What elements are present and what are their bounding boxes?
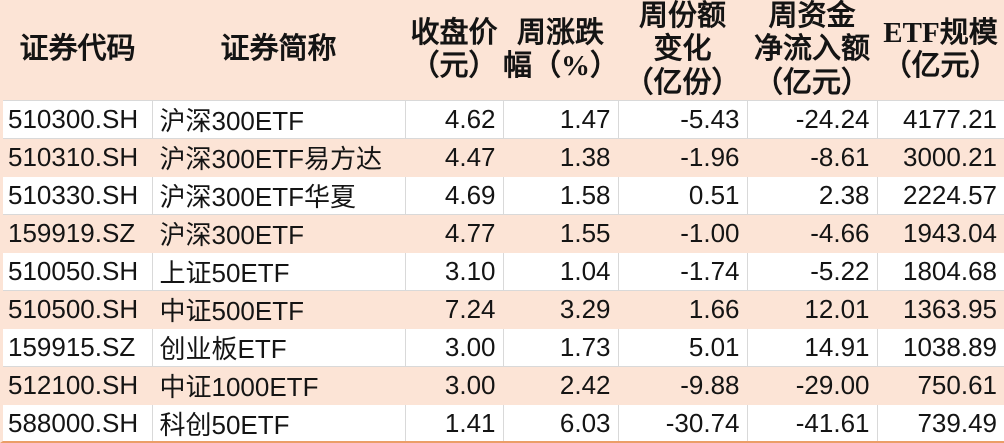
cell-etf-scale: 1038.89 (876, 328, 1004, 368)
cell-code: 510050.SH (3, 252, 153, 292)
cell-close-price: 4.69 (404, 176, 504, 216)
cell-share-change: -30.74 (617, 404, 748, 441)
cell-code: 510300.SH (3, 100, 153, 140)
table-row: 159915.SZ 创业板ETF 3.00 1.73 5.01 14.91 10… (3, 328, 1004, 368)
cell-net-inflow: 12.01 (746, 290, 878, 330)
cell-share-change: 1.66 (617, 290, 748, 330)
cell-code: 512100.SH (3, 366, 153, 406)
cell-close-price: 3.00 (404, 328, 504, 368)
column-header-share-change: 周份额 变化 （亿份） (618, 0, 747, 101)
cell-close-price: 7.24 (404, 290, 504, 330)
cell-code: 510310.SH (3, 138, 153, 178)
cell-name: 中证1000ETF (151, 366, 406, 406)
cell-etf-scale: 3000.21 (876, 138, 1004, 178)
cell-etf-scale: 750.61 (876, 366, 1004, 406)
table-body: 510300.SH 沪深300ETF 4.62 1.47 -5.43 -24.2… (3, 100, 1004, 441)
cell-code: 510500.SH (3, 290, 153, 330)
cell-name: 沪深300ETF (151, 100, 406, 140)
cell-net-inflow: -29.00 (746, 366, 878, 406)
cell-net-inflow: -8.61 (746, 138, 878, 178)
table-header: 证券代码 证券简称 收盘价 （元） 周涨跌 幅（%） 周份额 变化 （亿份） 周… (3, 0, 1004, 101)
cell-close-price: 3.00 (404, 366, 504, 406)
cell-weekly-change: 1.73 (502, 328, 619, 368)
cell-etf-scale: 2224.57 (876, 176, 1004, 216)
cell-close-price: 3.10 (404, 252, 504, 292)
cell-net-inflow: -24.24 (746, 100, 878, 140)
column-header-net-inflow: 周资金 净流入额 （亿元） (747, 0, 877, 101)
cell-code: 588000.SH (3, 404, 153, 441)
table-row: 510310.SH 沪深300ETF易方达 4.47 1.38 -1.96 -8… (3, 138, 1004, 178)
cell-net-inflow: -5.22 (746, 252, 878, 292)
cell-net-inflow: 2.38 (746, 176, 878, 216)
cell-weekly-change: 1.38 (502, 138, 619, 178)
column-header-etf-scale: ETF规模 （亿元） (877, 0, 1004, 101)
cell-name: 创业板ETF (151, 328, 406, 368)
cell-name: 中证500ETF (151, 290, 406, 330)
table-row: 510050.SH 上证50ETF 3.10 1.04 -1.74 -5.22 … (3, 252, 1004, 292)
etf-weekly-table: 证券代码 证券简称 收盘价 （元） 周涨跌 幅（%） 周份额 变化 （亿份） 周… (3, 0, 1004, 441)
cell-share-change: -1.74 (617, 252, 748, 292)
cell-share-change: -1.96 (617, 138, 748, 178)
cell-share-change: 5.01 (617, 328, 748, 368)
cell-code: 159915.SZ (3, 328, 153, 368)
cell-weekly-change: 1.04 (502, 252, 619, 292)
table-row: 588000.SH 科创50ETF 1.41 6.03 -30.74 -41.6… (3, 404, 1004, 441)
cell-share-change: -9.88 (617, 366, 748, 406)
cell-name: 科创50ETF (151, 404, 406, 441)
cell-weekly-change: 6.03 (502, 404, 619, 441)
cell-close-price: 1.41 (404, 404, 504, 441)
cell-weekly-change: 3.29 (502, 290, 619, 330)
cell-weekly-change: 1.58 (502, 176, 619, 216)
cell-code: 159919.SZ (3, 214, 153, 254)
table-row: 510500.SH 中证500ETF 7.24 3.29 1.66 12.01 … (3, 290, 1004, 330)
cell-share-change: 0.51 (617, 176, 748, 216)
cell-net-inflow: 14.91 (746, 328, 878, 368)
cell-etf-scale: 739.49 (876, 404, 1004, 441)
cell-weekly-change: 1.47 (502, 100, 619, 140)
cell-net-inflow: -4.66 (746, 214, 878, 254)
column-header-close-price: 收盘价 （元） (405, 0, 503, 101)
cell-share-change: -5.43 (617, 100, 748, 140)
cell-name: 沪深300ETF易方达 (151, 138, 406, 178)
cell-weekly-change: 1.55 (502, 214, 619, 254)
table-row: 510300.SH 沪深300ETF 4.62 1.47 -5.43 -24.2… (3, 100, 1004, 140)
cell-close-price: 4.47 (404, 138, 504, 178)
cell-name: 沪深300ETF (151, 214, 406, 254)
cell-net-inflow: -41.61 (746, 404, 878, 441)
cell-etf-scale: 1943.04 (876, 214, 1004, 254)
cell-etf-scale: 1363.95 (876, 290, 1004, 330)
cell-etf-scale: 1804.68 (876, 252, 1004, 292)
cell-code: 510330.SH (3, 176, 153, 216)
header-row: 证券代码 证券简称 收盘价 （元） 周涨跌 幅（%） 周份额 变化 （亿份） 周… (3, 0, 1004, 101)
column-header-security-name: 证券简称 (152, 0, 405, 101)
cell-weekly-change: 2.42 (502, 366, 619, 406)
table-row: 159919.SZ 沪深300ETF 4.77 1.55 -1.00 -4.66… (3, 214, 1004, 254)
cell-share-change: -1.00 (617, 214, 748, 254)
table-row: 512100.SH 中证1000ETF 3.00 2.42 -9.88 -29.… (3, 366, 1004, 406)
column-header-security-code: 证券代码 (3, 0, 152, 101)
cell-name: 沪深300ETF华夏 (151, 176, 406, 216)
cell-etf-scale: 4177.21 (876, 100, 1004, 140)
cell-close-price: 4.77 (404, 214, 504, 254)
cell-close-price: 4.62 (404, 100, 504, 140)
column-header-weekly-change: 周涨跌 幅（%） (503, 0, 619, 101)
cell-name: 上证50ETF (151, 252, 406, 292)
table-row: 510330.SH 沪深300ETF华夏 4.69 1.58 0.51 2.38… (3, 176, 1004, 216)
